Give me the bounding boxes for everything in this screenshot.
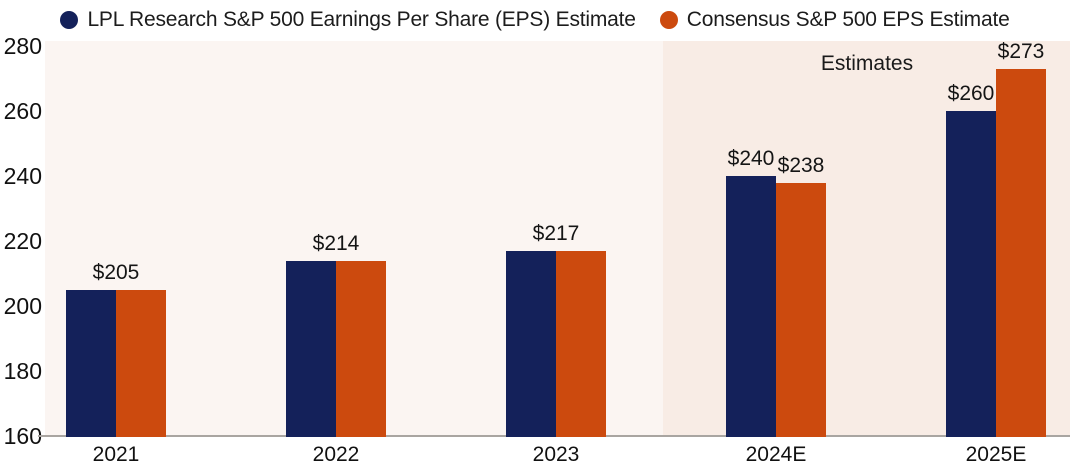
bar-2023-consensus bbox=[556, 250, 606, 437]
chart-legend: LPL Research S&P 500 Earnings Per Share … bbox=[0, 2, 1070, 38]
bar-2024e-consensus bbox=[776, 182, 826, 437]
bar-2022-lpl bbox=[286, 260, 336, 437]
bar-value-label: $273 bbox=[997, 39, 1045, 63]
bar-value-label: $214 bbox=[312, 231, 360, 255]
y-axis: 280 260 240 220 200 180 160 bbox=[0, 0, 45, 472]
bar-value-label: $205 bbox=[92, 260, 140, 284]
bar-value-label: $260 bbox=[947, 82, 995, 105]
legend-label-lpl: LPL Research S&P 500 Earnings Per Share … bbox=[87, 8, 636, 31]
x-tick-label: 2022 bbox=[312, 443, 360, 466]
y-tick-label: 260 bbox=[3, 98, 42, 124]
x-tick-label: 2023 bbox=[532, 443, 580, 466]
bar-value-label: $240 bbox=[727, 147, 775, 170]
bar-value-label: $217 bbox=[532, 221, 580, 245]
y-tick-label: 200 bbox=[3, 293, 42, 319]
bar-2025e-lpl bbox=[946, 111, 996, 437]
estimates-annotation: Estimates bbox=[820, 52, 914, 75]
legend-item-consensus: Consensus S&P 500 EPS Estimate bbox=[659, 8, 1010, 32]
legend-label-consensus: Consensus S&P 500 EPS Estimate bbox=[686, 8, 1010, 31]
legend-circle-icon-lpl bbox=[60, 11, 79, 29]
x-tick-label: 2024E bbox=[745, 443, 807, 466]
x-axis: 2021 2022 2023 2024E 2025E bbox=[0, 443, 1070, 471]
y-tick-label: 180 bbox=[3, 358, 42, 384]
y-tick-label: 280 bbox=[3, 33, 42, 59]
bar-2023-lpl bbox=[506, 250, 556, 437]
y-tick-label: 240 bbox=[3, 163, 42, 189]
bar-2024e-lpl bbox=[726, 176, 776, 437]
y-tick-label: 220 bbox=[3, 228, 42, 254]
x-tick-label: 2025E bbox=[965, 443, 1027, 466]
legend-circle-icon-consensus bbox=[659, 11, 678, 29]
bar-2022-consensus bbox=[336, 260, 386, 437]
bar-2025e-consensus bbox=[996, 68, 1046, 437]
bar-value-label: $238 bbox=[777, 153, 825, 177]
bar-2021-consensus bbox=[116, 289, 166, 437]
legend-item-lpl: LPL Research S&P 500 Earnings Per Share … bbox=[60, 8, 636, 32]
bar-2021-lpl bbox=[66, 289, 116, 437]
y-tick-label: 160 bbox=[3, 423, 42, 449]
x-tick-label: 2021 bbox=[92, 443, 140, 466]
